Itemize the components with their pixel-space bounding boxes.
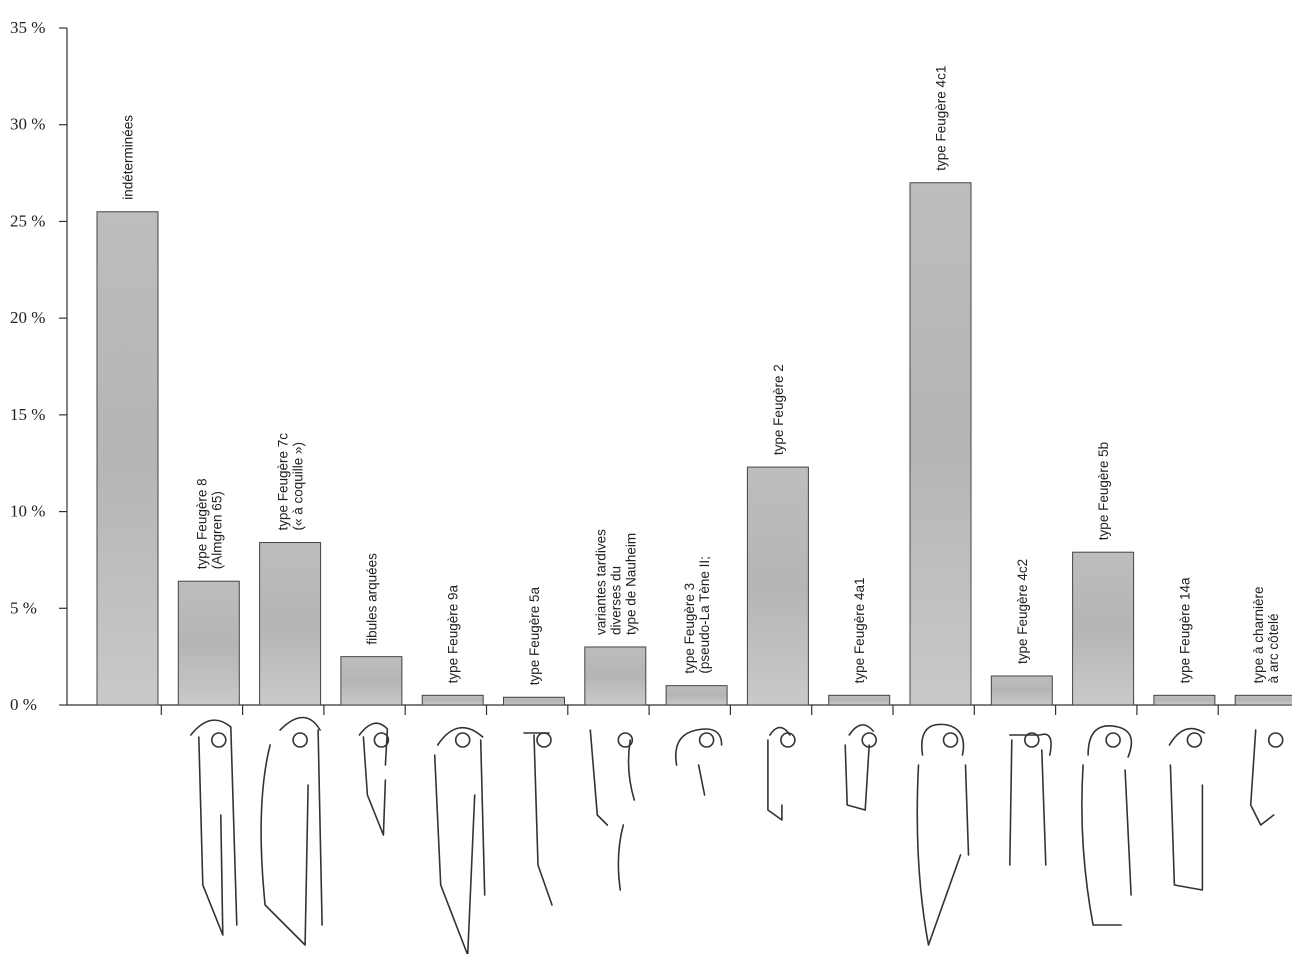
category-label-line: à arc côtelé xyxy=(1266,614,1281,684)
category-label-line: type Feugère 4c2 xyxy=(1015,559,1030,664)
fibula-drawing-icon xyxy=(190,719,238,936)
category-label-line: type Feugère 9a xyxy=(446,585,461,684)
category-label: type Feugère 4c1 xyxy=(934,66,949,171)
category-label: fibules arquées xyxy=(364,553,379,645)
category-label: type Feugère 2 xyxy=(771,364,786,455)
fibula-drawing-icon xyxy=(1009,732,1052,866)
fibula-drawing-icon xyxy=(916,723,970,946)
y-tick-label: 10 % xyxy=(10,502,45,521)
category-label-line: type Feugère 7c xyxy=(276,433,291,531)
bar xyxy=(96,211,159,706)
category-label-line: type Feugère 5b xyxy=(1096,442,1111,540)
category-label: type Feugère 5b xyxy=(1096,442,1111,540)
fibula-drawing-icon xyxy=(675,728,723,796)
category-label-line: fibules arquées xyxy=(364,553,379,645)
category-label-line: type de Nauheim xyxy=(623,533,638,635)
category-label: type Feugère 4c2 xyxy=(1015,559,1030,664)
category-label-line: (pseudo-La Tène II; xyxy=(697,556,712,674)
category-label-line: type Feugère 4c1 xyxy=(934,66,949,171)
fibula-drawing-icon xyxy=(1168,727,1206,891)
fibula-drawing-icon xyxy=(433,727,486,954)
category-label-line: (« à coquille ») xyxy=(291,442,306,531)
category-label-line: type à charnière xyxy=(1251,587,1266,684)
category-label: type à charnière à arc côtelé xyxy=(1251,587,1281,684)
category-label-line: variantes tardives xyxy=(593,529,608,635)
fibula-drawing-icon xyxy=(523,732,553,906)
category-label-line: (Almgren 65) xyxy=(209,491,224,569)
bar xyxy=(746,466,809,706)
category-label-line: type Feugère 8 xyxy=(194,478,209,569)
bar xyxy=(584,646,647,706)
bar xyxy=(259,542,322,706)
category-label: type Feugère 3 (pseudo-La Tène II; xyxy=(682,556,712,674)
category-label-line: type Feugère 3 xyxy=(682,583,697,674)
category-label: variantes tardives diverses du type de Nau… xyxy=(593,529,638,635)
fibula-drawing-icon xyxy=(260,716,323,946)
category-label: type Feugère 4a1 xyxy=(852,578,867,684)
category-label-line: type Feugère 5a xyxy=(527,586,542,685)
y-tick-label: 20 % xyxy=(10,308,45,327)
category-label: type Feugère 14a xyxy=(1177,577,1192,683)
bar xyxy=(665,685,728,706)
fibula-drawing-icon xyxy=(1249,729,1284,826)
category-label-line: type Feugère 2 xyxy=(771,364,786,455)
bar xyxy=(1153,694,1216,706)
category-label-line: type Feugère 4a1 xyxy=(852,578,867,684)
fibula-drawing-icon xyxy=(589,729,636,891)
category-label-line: diverses du xyxy=(608,566,623,635)
bar xyxy=(828,694,891,706)
fibula-drawing-icon xyxy=(767,726,796,821)
category-label: indéterminées xyxy=(121,115,136,200)
category-label: type Feugère 7c (« à coquille ») xyxy=(276,433,306,531)
fibula-drawings xyxy=(190,716,1284,954)
bar xyxy=(909,182,972,706)
category-label-line: indéterminées xyxy=(121,115,136,200)
bar xyxy=(340,656,403,706)
bar xyxy=(503,696,565,706)
fibula-drawing-icon xyxy=(358,722,390,836)
category-label-line: type Feugère 14a xyxy=(1177,577,1192,683)
bar xyxy=(1234,694,1292,706)
y-tick-label: 25 % xyxy=(10,211,45,230)
fibula-drawing-icon xyxy=(844,724,878,811)
y-tick-label: 5 % xyxy=(10,598,37,617)
bar xyxy=(1072,551,1135,706)
y-tick-label: 35 % xyxy=(10,18,45,37)
bar xyxy=(990,675,1053,706)
y-tick-label: 30 % xyxy=(10,115,45,134)
bars xyxy=(96,182,1292,706)
category-label: type Feugère 8 (Almgren 65) xyxy=(194,478,224,569)
bar xyxy=(177,580,240,706)
category-label: type Feugère 5a xyxy=(527,586,542,685)
fibula-drawing-icon xyxy=(1081,725,1133,926)
y-tick-label: 15 % xyxy=(10,405,45,424)
category-label: type Feugère 9a xyxy=(446,585,461,684)
bar xyxy=(421,694,484,706)
y-tick-label: 0 % xyxy=(10,695,37,714)
